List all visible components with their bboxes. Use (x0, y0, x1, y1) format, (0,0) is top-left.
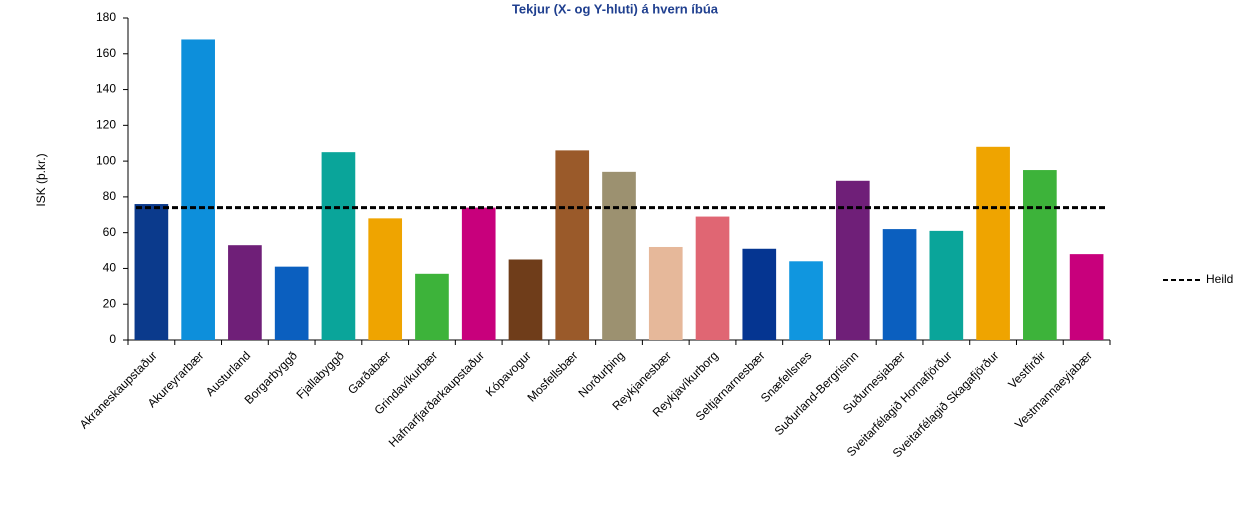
y-axis-label: ISK (þ.kr.) (34, 153, 48, 206)
bar (789, 261, 823, 340)
bar (134, 204, 169, 340)
y-tick-label: 80 (103, 189, 117, 203)
x-tick-label: Fjallabyggð (293, 348, 347, 402)
y-tick-label: 20 (103, 296, 117, 310)
bar (181, 39, 215, 340)
y-tick-label: 40 (103, 261, 117, 275)
bar (976, 146, 1010, 340)
bar (555, 150, 590, 340)
bar (648, 246, 683, 340)
chart-title: Tekjur (X- og Y-hluti) á hvern íbúa (512, 1, 719, 16)
bar (882, 229, 917, 340)
x-tick-label: Akraneskaupstaður (77, 348, 160, 431)
bar (415, 273, 449, 340)
bar (274, 266, 309, 340)
bar (695, 216, 730, 340)
y-tick-label: 180 (96, 10, 116, 24)
y-tick-label: 140 (96, 82, 116, 96)
x-tick-label: Vestfirðir (1005, 348, 1048, 391)
x-tick-label: Mosfellsbær (524, 348, 580, 404)
x-tick-label: Suðurland-Bergrisinn (772, 348, 862, 438)
bar (368, 218, 403, 340)
y-tick-label: 120 (96, 118, 116, 132)
y-tick-label: 0 (109, 332, 116, 346)
bar (1023, 170, 1057, 340)
bar (1069, 254, 1104, 340)
bar (835, 180, 870, 340)
y-tick-label: 100 (96, 153, 116, 167)
x-tick-label: Austurland (203, 348, 253, 398)
y-tick-label: 160 (96, 46, 116, 60)
bar (602, 171, 636, 340)
x-tick-label: Vestmannaeyjabær (1012, 348, 1095, 431)
bar (321, 152, 356, 340)
x-tick-label: Hafnarfjarðarkaupstaður (386, 348, 487, 449)
bar (742, 248, 777, 340)
legend-label: Heild (1206, 272, 1233, 286)
y-tick-label: 60 (103, 225, 117, 239)
bar (461, 207, 496, 340)
bar (228, 245, 262, 340)
x-tick-label: Garðabær (345, 348, 394, 397)
bar (929, 230, 964, 340)
bar (508, 259, 543, 340)
